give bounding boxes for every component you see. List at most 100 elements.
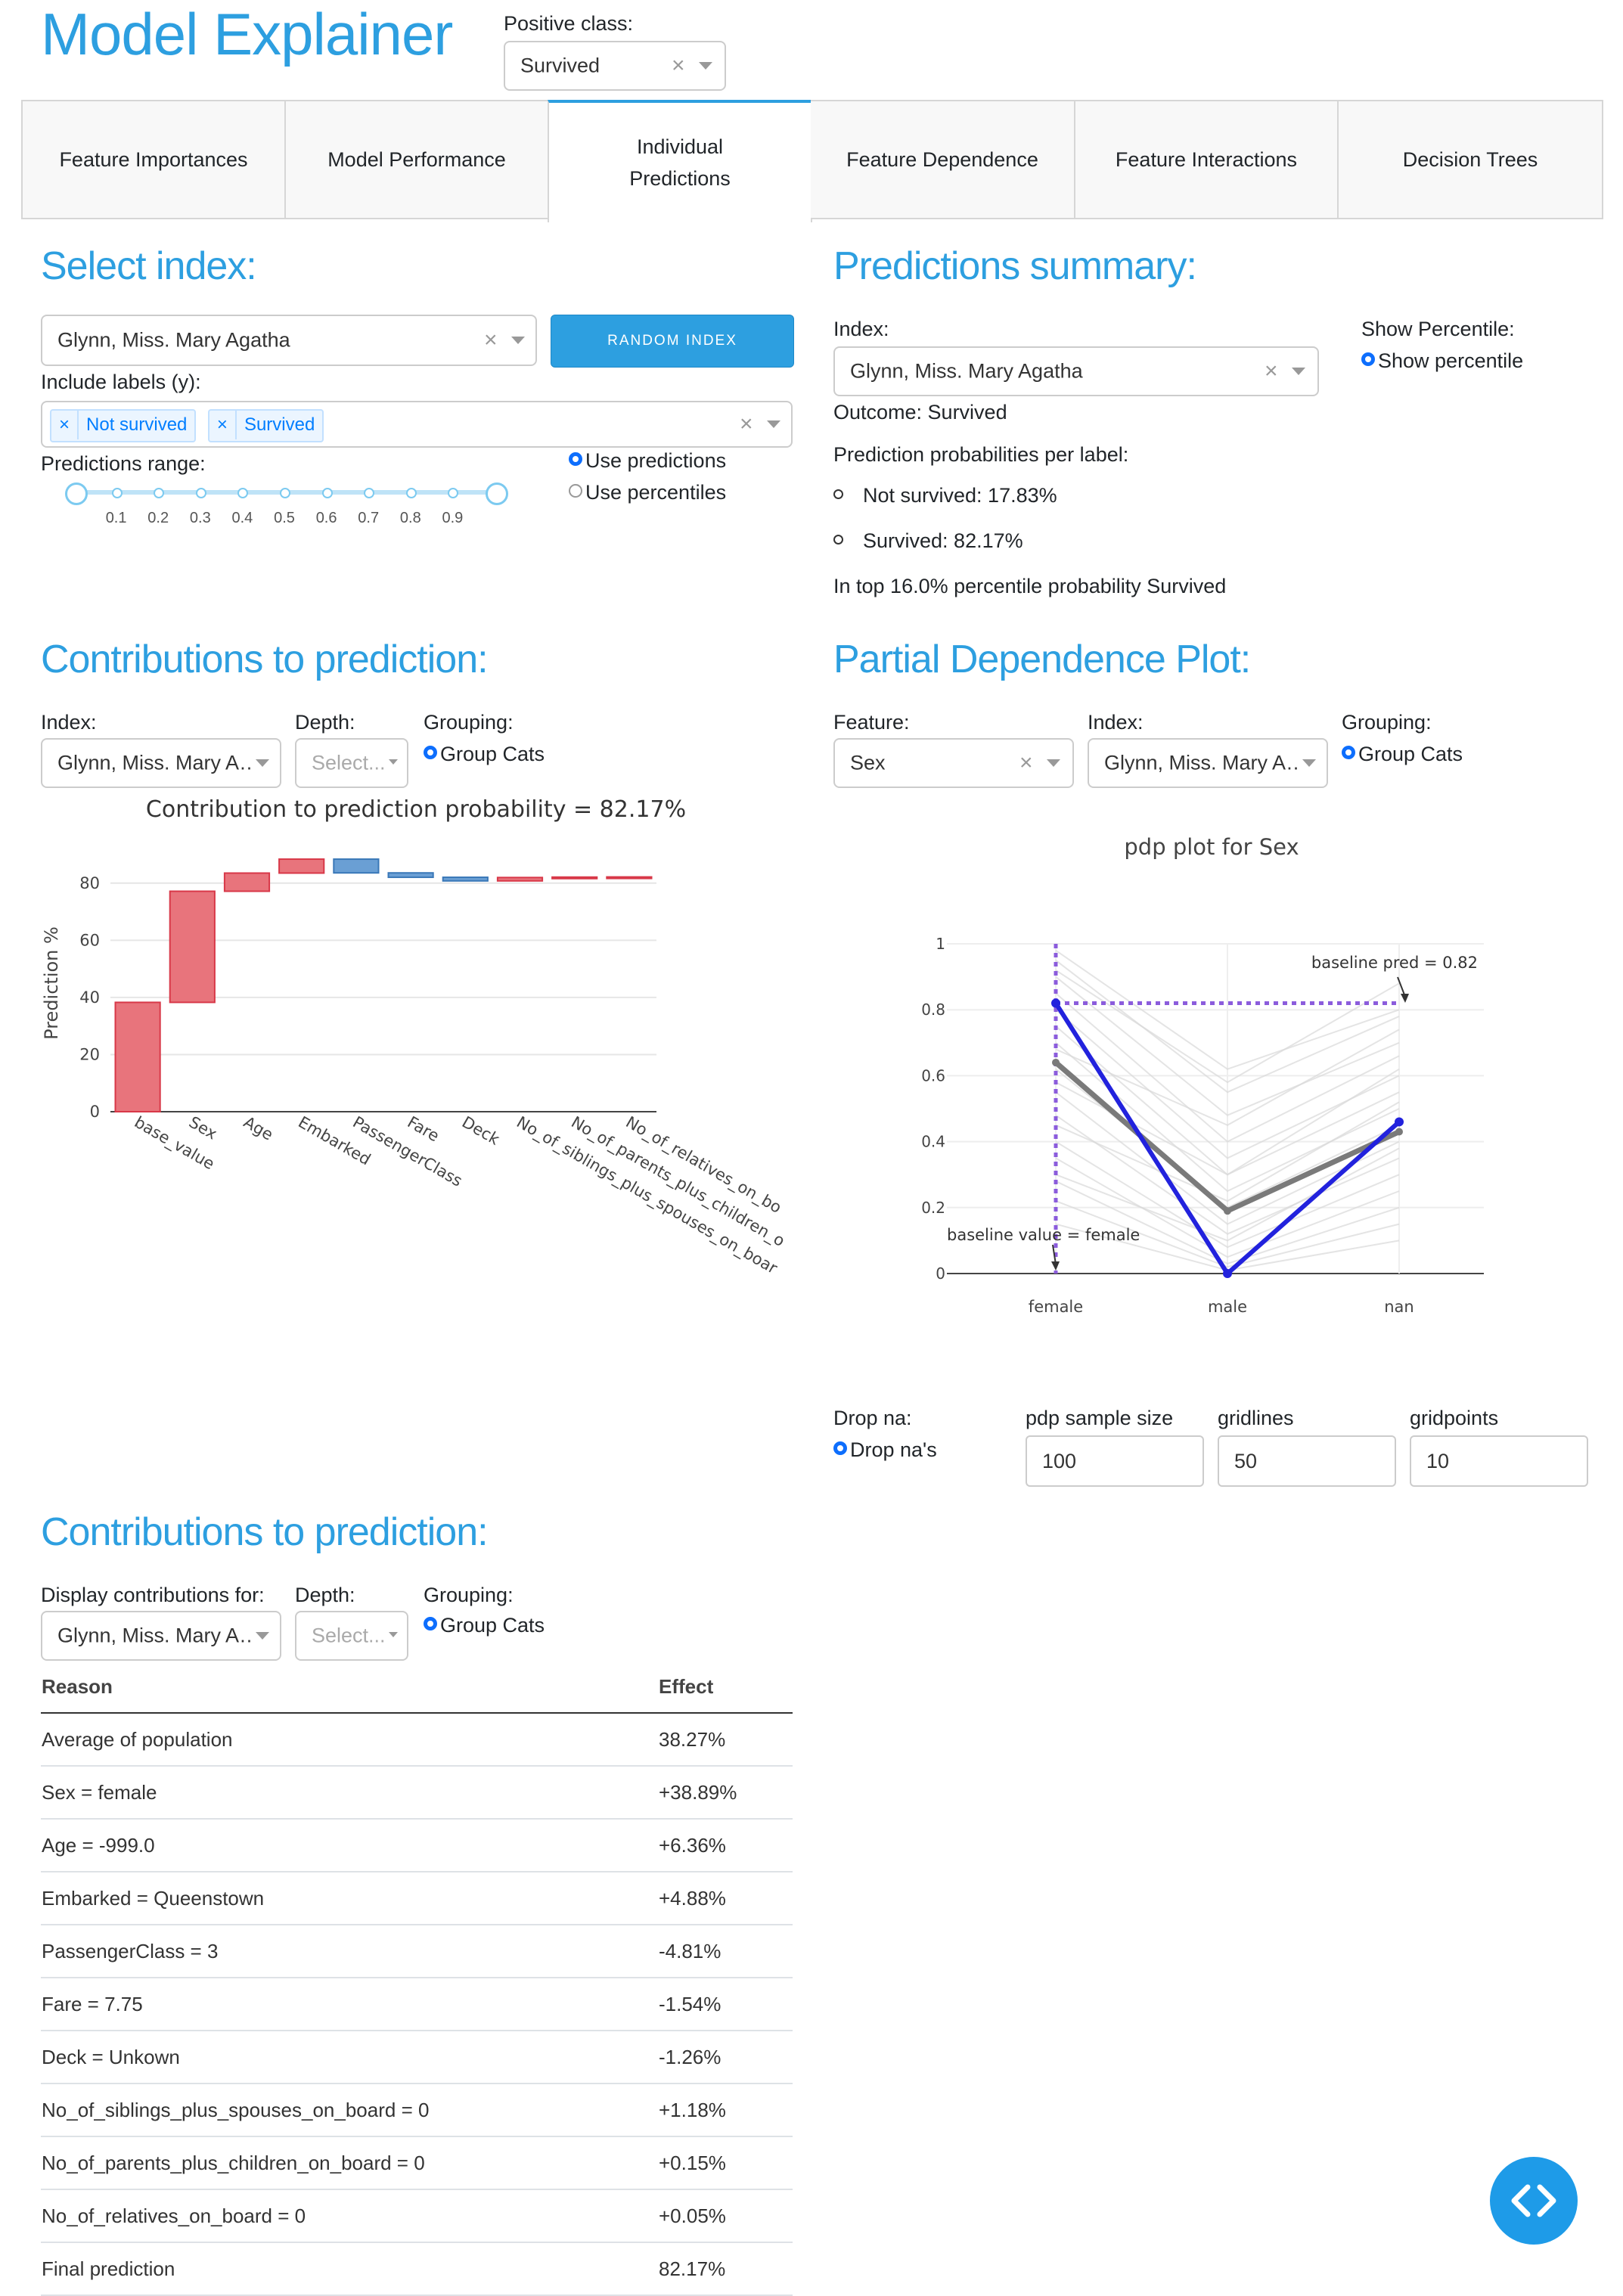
slider-handle-min[interactable] bbox=[65, 482, 88, 505]
bar-Fare bbox=[387, 872, 434, 879]
chevron-down-icon[interactable] bbox=[256, 759, 269, 767]
contributions-chart: Contribution to prediction probability =… bbox=[41, 796, 788, 1278]
bar-Sex bbox=[169, 890, 216, 1004]
tab-feature-dependence[interactable]: Feature Dependence bbox=[811, 100, 1075, 219]
contrib-index-value: Glynn, Miss. Mary A… bbox=[57, 751, 253, 774]
slider-tick-label: 0.7 bbox=[358, 510, 380, 526]
tab-model-performance[interactable]: Model Performance bbox=[284, 100, 549, 219]
index-dropdown[interactable]: Glynn, Miss. Mary Agatha × bbox=[41, 315, 537, 366]
radio-group-cats[interactable]: Group Cats bbox=[424, 743, 545, 766]
radio-pdp-group-cats[interactable]: Group Cats bbox=[1342, 743, 1463, 766]
probs-label: Prediction probabilities per label: bbox=[833, 443, 1129, 466]
effect-cell: -1.54% bbox=[658, 1978, 793, 2031]
pdp-title: Partial Dependence Plot: bbox=[833, 638, 1251, 681]
radio-on-icon[interactable] bbox=[833, 1441, 847, 1455]
index-value: Glynn, Miss. Mary Agatha bbox=[57, 328, 290, 352]
radio-on-icon[interactable] bbox=[1361, 352, 1375, 366]
slider-tick-label: 0.9 bbox=[442, 510, 464, 526]
radio-drop-na[interactable]: Drop na's bbox=[833, 1438, 937, 1462]
chevron-down-icon[interactable] bbox=[699, 62, 712, 70]
slider-tick-label: 0.8 bbox=[399, 510, 421, 526]
tab-decision-trees[interactable]: Decision Trees bbox=[1337, 100, 1603, 219]
bar-Deck bbox=[442, 877, 489, 882]
radio-on-icon[interactable] bbox=[1342, 745, 1355, 759]
chevron-down-icon[interactable] bbox=[511, 337, 525, 344]
chevron-down-icon[interactable] bbox=[1302, 759, 1316, 767]
radio-use-predictions[interactable]: Use predictions bbox=[569, 449, 726, 473]
ice-line bbox=[1055, 1157, 1400, 1258]
clear-icon[interactable]: × bbox=[484, 327, 498, 352]
clear-icon[interactable]: × bbox=[1019, 750, 1033, 775]
ice-line bbox=[1055, 949, 1400, 1070]
summary-index-label: Index: bbox=[833, 318, 889, 340]
ice-line bbox=[1055, 1140, 1400, 1249]
clear-icon[interactable]: × bbox=[1265, 358, 1278, 383]
radio-on-icon[interactable] bbox=[569, 451, 582, 466]
chevron-down-icon[interactable] bbox=[389, 759, 398, 765]
code-toggle-button[interactable] bbox=[1490, 2157, 1578, 2245]
label-chip-not-survived[interactable]: × Not survived bbox=[50, 409, 197, 442]
chevron-down-icon[interactable] bbox=[256, 1632, 269, 1640]
bar-base_value bbox=[114, 1001, 161, 1112]
table-index-dropdown[interactable]: Glynn, Miss. Mary A… bbox=[41, 1611, 281, 1661]
remove-icon[interactable]: × bbox=[51, 411, 79, 439]
table-row: Average of population 38.27% bbox=[41, 1713, 793, 1767]
pdp-index-label: Index: bbox=[1088, 711, 1144, 734]
positive-class-value: Survived bbox=[520, 54, 600, 77]
chevron-down-icon[interactable] bbox=[1047, 759, 1060, 767]
ice-line bbox=[1055, 970, 1400, 1084]
radio-on-icon[interactable] bbox=[424, 745, 437, 759]
effect-cell: -4.81% bbox=[658, 1925, 793, 1978]
clear-icon[interactable]: × bbox=[740, 411, 753, 436]
tab-individual-predictions[interactable]: Individual Predictions bbox=[548, 100, 812, 222]
reason-cell: PassengerClass = 3 bbox=[41, 1925, 658, 1978]
x-tick-label: male bbox=[1208, 1298, 1247, 1316]
remove-icon[interactable]: × bbox=[209, 411, 237, 439]
reason-cell: No_of_relatives_on_board = 0 bbox=[41, 2189, 658, 2243]
labels-multiselect[interactable]: × Not survived × Survived × bbox=[41, 401, 793, 448]
contrib-depth-label: Depth: bbox=[295, 711, 355, 734]
prob-item: Survived: 82.17% bbox=[833, 529, 1023, 553]
slider-handle-max[interactable] bbox=[486, 482, 508, 505]
contrib-index-dropdown[interactable]: Glynn, Miss. Mary A… bbox=[41, 738, 281, 788]
radio-off-icon[interactable] bbox=[569, 483, 582, 498]
y-tick-label: 20 bbox=[79, 1045, 100, 1063]
code-brackets-icon bbox=[1511, 2184, 1556, 2217]
radio-on-icon[interactable] bbox=[424, 1616, 437, 1630]
predictions-range-slider[interactable]: 0.1 0.2 0.3 0.4 0.5 0.6 0.7 0.8 0.9 bbox=[65, 481, 508, 526]
positive-class-dropdown[interactable]: Survived × bbox=[504, 41, 726, 91]
reason-cell: Final prediction bbox=[41, 2242, 658, 2296]
pdp-feature-value: Sex bbox=[850, 751, 886, 774]
effect-cell: -1.26% bbox=[658, 2031, 793, 2084]
table-row: No_of_siblings_plus_spouses_on_board = 0… bbox=[41, 2083, 793, 2137]
contrib-depth-dropdown[interactable]: Select... bbox=[295, 738, 408, 788]
prob-item: Not survived: 17.83% bbox=[833, 484, 1057, 507]
y-tick-label: 60 bbox=[79, 931, 100, 949]
label-chip-survived[interactable]: × Survived bbox=[207, 409, 324, 442]
chevron-down-icon[interactable] bbox=[1292, 368, 1305, 375]
table-grouping-label: Grouping: bbox=[424, 1584, 514, 1606]
y-tick-label: 80 bbox=[79, 874, 100, 892]
summary-index-dropdown[interactable]: Glynn, Miss. Mary Agatha × bbox=[833, 346, 1319, 396]
radio-table-group-cats[interactable]: Group Cats bbox=[424, 1614, 545, 1637]
random-index-button[interactable]: RANDOM INDEX bbox=[551, 315, 794, 368]
pdp-feature-dropdown[interactable]: Sex × bbox=[833, 738, 1074, 788]
radio-use-percentiles[interactable]: Use percentiles bbox=[569, 481, 726, 504]
x-tick-label: nan bbox=[1384, 1298, 1414, 1316]
pdp-index-dropdown[interactable]: Glynn, Miss. Mary A… bbox=[1088, 738, 1328, 788]
tab-feature-interactions[interactable]: Feature Interactions bbox=[1074, 100, 1339, 219]
include-labels-label: Include labels (y): bbox=[41, 371, 201, 393]
gridpoints-input[interactable]: 10 bbox=[1410, 1435, 1588, 1487]
app-title: Model Explainer bbox=[41, 1, 453, 67]
pdp-sample-input[interactable]: 100 bbox=[1026, 1435, 1204, 1487]
slider-tick-dot bbox=[364, 488, 375, 498]
tab-feature-importances[interactable]: Feature Importances bbox=[21, 100, 286, 219]
summary-index-value: Glynn, Miss. Mary Agatha bbox=[850, 359, 1083, 383]
clear-icon[interactable]: × bbox=[672, 53, 685, 78]
radio-show-percentile[interactable]: Show percentile bbox=[1361, 349, 1523, 373]
table-index-value: Glynn, Miss. Mary A… bbox=[57, 1624, 253, 1647]
table-depth-dropdown[interactable]: Select... bbox=[295, 1611, 408, 1661]
chevron-down-icon[interactable] bbox=[767, 420, 780, 428]
chevron-down-icon[interactable] bbox=[389, 1632, 398, 1637]
gridlines-input[interactable]: 50 bbox=[1218, 1435, 1396, 1487]
